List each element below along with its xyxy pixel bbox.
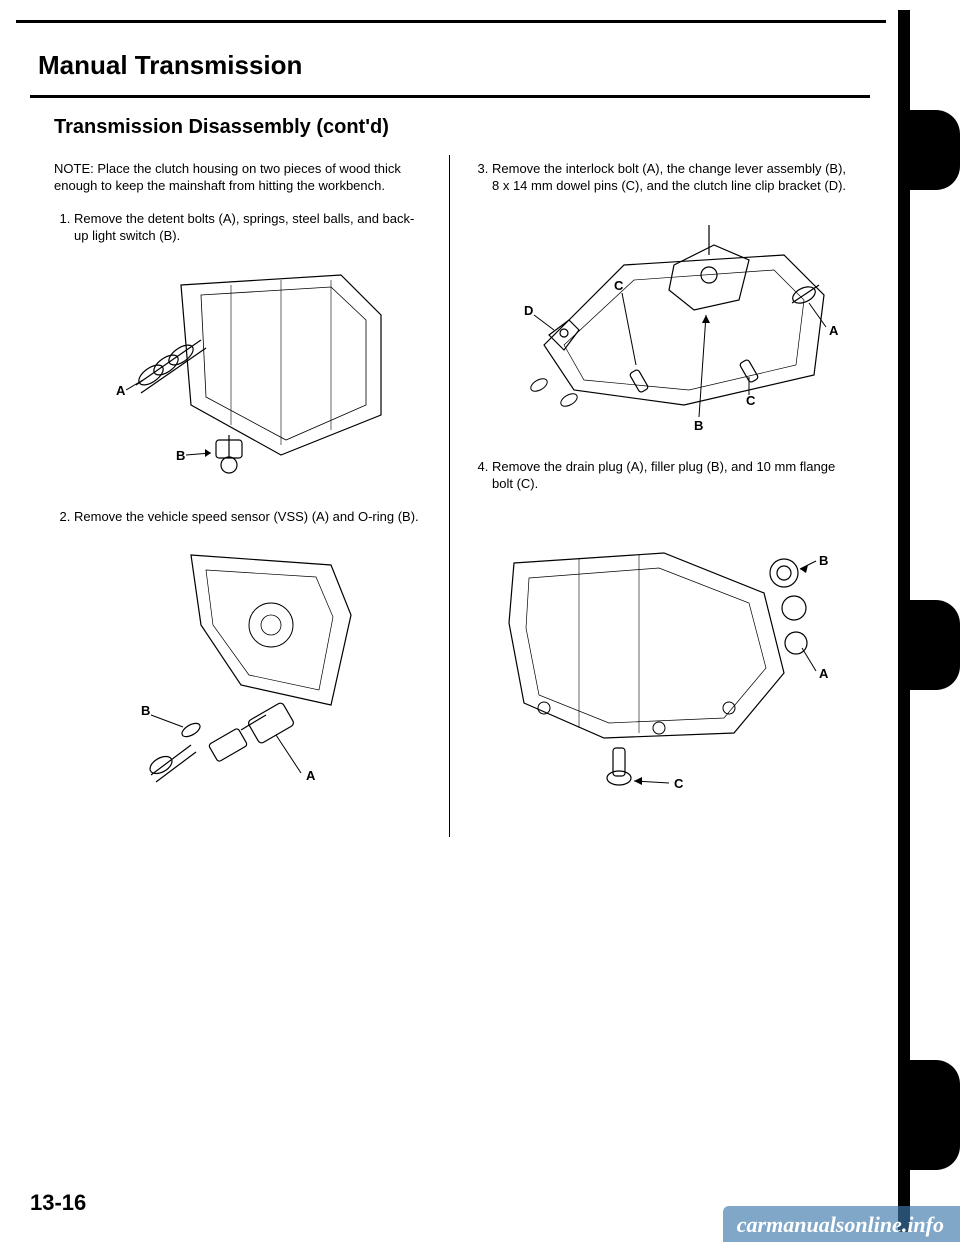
diagram4-label-c: C xyxy=(674,776,684,791)
diagram-4: B A C xyxy=(472,503,856,813)
diagram2-label-a: A xyxy=(306,768,316,783)
left-step-list-2: Remove the vehicle speed sensor (VSS) (A… xyxy=(54,509,427,526)
step-3: Remove the interlock bolt (A), the chang… xyxy=(492,161,856,195)
diagram4-label-b: B xyxy=(819,553,828,568)
diagram-1: A B xyxy=(54,255,427,485)
right-column: Remove the interlock bolt (A), the chang… xyxy=(450,155,870,837)
page-number: 13-16 xyxy=(30,1190,86,1216)
two-column-layout: NOTE: Place the clutch housing on two pi… xyxy=(30,155,870,837)
page-content: Manual Transmission Transmission Disasse… xyxy=(30,40,870,837)
diagram3-label-a: A xyxy=(829,323,839,338)
diagram1-label-a: A xyxy=(116,383,126,398)
diagram3-label-b: B xyxy=(694,418,703,433)
diagram4-label-a: A xyxy=(819,666,829,681)
diagram3-label-c2: C xyxy=(746,393,756,408)
right-step-list-2: Remove the drain plug (A), filler plug (… xyxy=(472,459,856,493)
step-2: Remove the vehicle speed sensor (VSS) (A… xyxy=(74,509,427,526)
diagram3-label-d: D xyxy=(524,303,533,318)
binder-tabs xyxy=(898,0,960,1242)
left-step-list: Remove the detent bolts (A), springs, st… xyxy=(54,211,427,245)
right-step-list: Remove the interlock bolt (A), the chang… xyxy=(472,161,856,195)
diagram2-label-b: B xyxy=(141,703,150,718)
section-title: Transmission Disassembly (cont'd) xyxy=(30,98,870,145)
diagram3-label-c: C xyxy=(614,278,624,293)
diagram1-label-b: B xyxy=(176,448,185,463)
step-1: Remove the detent bolts (A), springs, st… xyxy=(74,211,427,245)
watermark: carmanualsonline.info xyxy=(723,1206,960,1242)
chapter-title: Manual Transmission xyxy=(30,40,870,98)
left-column: NOTE: Place the clutch housing on two pi… xyxy=(30,155,450,837)
step-4: Remove the drain plug (A), filler plug (… xyxy=(492,459,856,493)
note-text: NOTE: Place the clutch housing on two pi… xyxy=(54,161,427,195)
diagram-2: A B xyxy=(54,535,427,795)
page: Manual Transmission Transmission Disasse… xyxy=(0,0,960,1242)
diagram-3: A B C C xyxy=(472,205,856,435)
